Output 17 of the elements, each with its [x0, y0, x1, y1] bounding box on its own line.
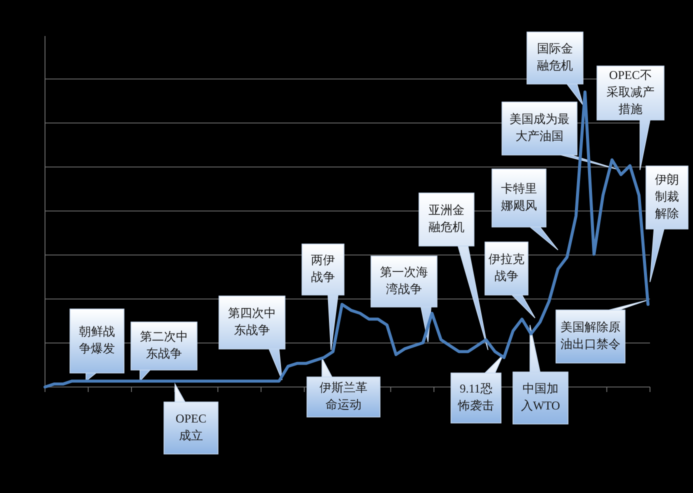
annotation: 第四次中东战争 — [228, 306, 276, 337]
text: 伊朗制裁解除 — [655, 172, 679, 220]
annotation: 第二次中东战争 — [140, 329, 188, 360]
annotation: 美国成为最大产油国 — [510, 112, 570, 143]
annotation: OPEC不采取减产措施 — [606, 68, 654, 116]
annotation: 卡特里娜飓风 — [501, 181, 537, 212]
text: OPEC成立 — [176, 411, 206, 442]
text: 国际金融危机 — [537, 41, 573, 72]
annotation: 两伊战争 — [311, 252, 335, 284]
annotation: 美国解除原油出口禁令 — [560, 320, 620, 351]
annotation: 第一次海湾战争 — [380, 264, 428, 296]
annotation: 中国加入WTO — [520, 381, 560, 412]
annotation: 伊斯兰革命运动 — [320, 380, 368, 412]
annotation: 朝鲜战争爆发 — [79, 324, 115, 356]
annotation: 9.11恐怖袭击 — [457, 381, 494, 412]
annotation: 伊拉克战争 — [488, 252, 524, 283]
annotation: 亚洲金融危机 — [428, 202, 464, 234]
